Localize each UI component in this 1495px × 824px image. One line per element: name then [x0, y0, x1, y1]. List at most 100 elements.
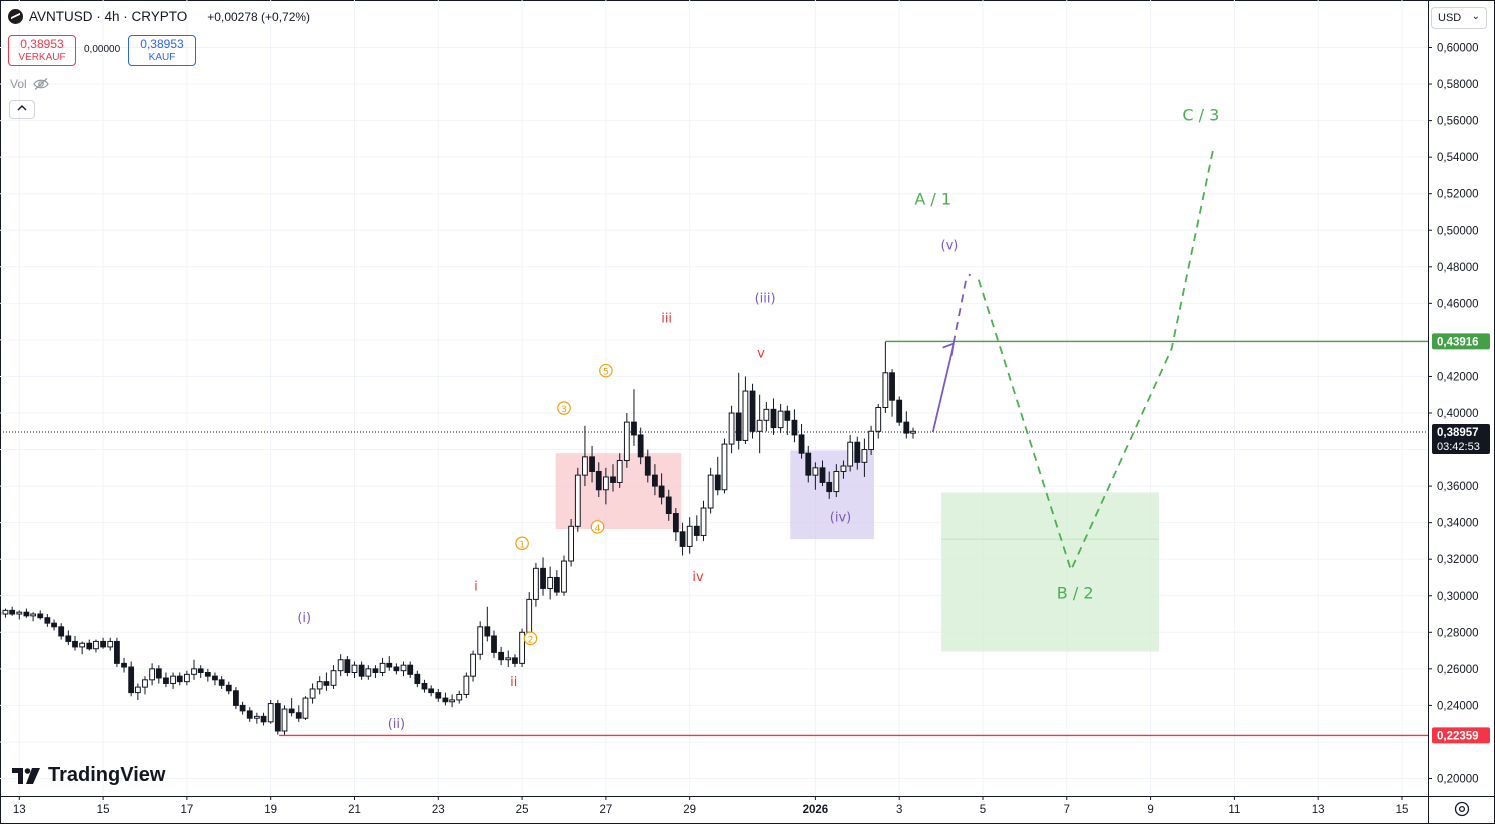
candle-body: [316, 681, 323, 690]
candle: [2, 608, 9, 618]
candle-body: [65, 635, 72, 642]
candle-body: [505, 657, 512, 661]
circle-wave-label: 5: [599, 363, 613, 378]
candle: [665, 489, 672, 521]
candle: [819, 460, 826, 487]
candle: [574, 467, 581, 532]
candle-body: [861, 449, 868, 463]
y-tick-label: 0,36000: [1437, 481, 1479, 493]
candle: [330, 665, 337, 689]
candle: [260, 712, 267, 726]
wave-label: (ii): [388, 717, 405, 732]
candle-body: [812, 467, 819, 476]
candle: [386, 656, 393, 671]
candle: [616, 453, 623, 488]
wave-label: (v): [941, 238, 959, 253]
candle: [686, 517, 693, 554]
candle-body: [728, 412, 735, 445]
candle-body: [868, 430, 875, 451]
y-tick-label: 0,52000: [1437, 189, 1479, 201]
candle-body: [652, 474, 658, 487]
candle: [93, 639, 99, 653]
candle-body: [121, 662, 127, 668]
candle-body: [428, 688, 435, 694]
candle-body: [686, 525, 693, 547]
candle: [323, 672, 330, 691]
candle: [155, 665, 162, 684]
candle-body: [574, 474, 581, 527]
circle-wave-ring: [599, 363, 613, 378]
candle: [644, 449, 651, 483]
candle: [910, 427, 916, 439]
eye-off-icon[interactable]: [32, 77, 49, 91]
candle-body: [0, 611, 2, 615]
candle-body: [281, 708, 288, 732]
candle: [826, 471, 833, 499]
candle: [65, 630, 72, 646]
candle-body: [218, 679, 225, 686]
candle: [798, 423, 805, 459]
candle: [372, 665, 379, 678]
x-tick-label: 23: [432, 804, 445, 816]
candle: [526, 592, 533, 638]
symbol-header[interactable]: AVNTUSD · 4h · CRYPTO +0,00278 (+0,72%): [8, 9, 310, 24]
candle-body: [770, 408, 777, 429]
x-tick-label: 7: [1064, 804, 1070, 816]
candle: [491, 630, 497, 658]
candle: [568, 518, 575, 567]
candle-body: [463, 675, 470, 695]
sell-button[interactable]: 0,38953 VERKAUF: [8, 35, 76, 66]
resistance-price-bg: [1432, 333, 1490, 350]
candle: [847, 434, 854, 472]
candle: [470, 650, 476, 682]
candle: [239, 701, 246, 715]
candle-body: [791, 419, 798, 436]
candle: [197, 665, 204, 678]
candle-body: [889, 372, 895, 401]
candle-body: [72, 640, 78, 648]
candle: [693, 515, 700, 541]
candle: [267, 699, 274, 724]
candle-body: [267, 703, 274, 723]
gear-icon[interactable]: [1453, 800, 1471, 818]
candle-body: [903, 421, 910, 434]
symbol-title[interactable]: AVNTUSD · 4h · CRYPTO: [29, 9, 188, 24]
current-price-bg: [1432, 424, 1490, 455]
candle: [134, 683, 141, 700]
candle-body: [735, 412, 742, 441]
currency-select[interactable]: USD ⌄: [1431, 7, 1487, 29]
buy-button[interactable]: 0,38953 KAUF: [128, 35, 196, 66]
candle: [679, 522, 686, 556]
candle: [176, 672, 183, 686]
candle-body: [386, 662, 393, 668]
candle: [79, 641, 86, 655]
candle: [0, 611, 2, 615]
y-tick-label: 0,42000: [1437, 371, 1479, 383]
x-tick-label: 2026: [803, 804, 829, 816]
candle: [658, 473, 665, 505]
candle-body: [114, 640, 120, 664]
purple-dashed-arrow: [952, 273, 972, 344]
candle-body: [134, 686, 141, 694]
candle-body: [896, 399, 903, 423]
candle-body: [212, 675, 218, 681]
circle-wave-ring: [515, 536, 529, 551]
candle-body: [456, 693, 463, 701]
candle: [274, 699, 281, 735]
y-tick-label: 0,60000: [1437, 43, 1479, 55]
tradingview-logo[interactable]: TradingView: [12, 764, 165, 787]
candle: [812, 462, 819, 490]
volume-indicator[interactable]: Vol: [10, 77, 49, 91]
candle: [51, 619, 57, 631]
collapse-button[interactable]: [9, 100, 35, 119]
candle: [505, 650, 512, 668]
candle: [519, 628, 525, 668]
candle: [582, 425, 588, 487]
candle: [553, 570, 560, 596]
tradingview-mark-icon: [12, 767, 40, 784]
candle-body: [679, 531, 686, 547]
candle: [407, 661, 414, 678]
candle-body: [631, 421, 637, 436]
candle: [421, 679, 428, 693]
